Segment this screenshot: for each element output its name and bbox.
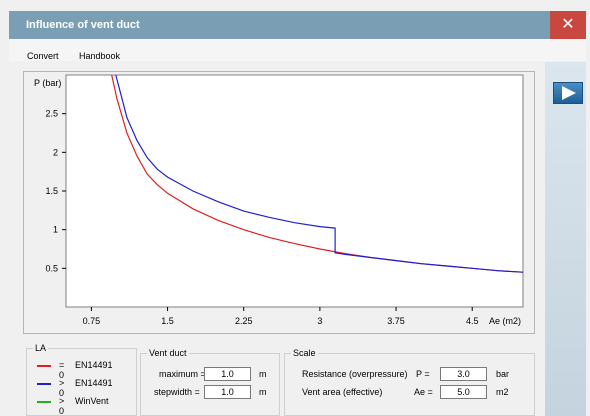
p-label: P =: [416, 369, 430, 379]
x-tick-label: 3.75: [387, 316, 405, 326]
ae-input[interactable]: 5.0: [440, 385, 487, 399]
sidebar: [545, 62, 586, 416]
x-tick-label: 0.75: [83, 316, 101, 326]
legend-op: > 0: [59, 378, 65, 398]
menu-item-convert[interactable]: Convert: [27, 51, 59, 61]
legend-green-line: [37, 401, 51, 403]
resistance-label: Resistance (overpressure): [302, 369, 408, 379]
legend-blue-line: [37, 383, 51, 385]
window-title: Influence of vent duct: [26, 19, 140, 31]
y-tick-label: 1.5: [45, 186, 58, 196]
chart-panel: 0.75 1.5 2.25 3 3.75 4.5 0.5 1 1.5 2 2.5 P (bar) Ae …: [23, 71, 535, 334]
x-axis-label: Ae (m2): [489, 316, 521, 326]
y-tick-label: 2: [53, 147, 58, 157]
y-axis-label: P (bar): [34, 78, 61, 88]
maximum-input[interactable]: 1.0: [204, 367, 251, 381]
maximum-label: maximum =: [159, 369, 206, 379]
pressure-chart: 0.75 1.5 2.25 3 3.75 4.5 0.5 1 1.5 2 2.5 P (bar) Ae …: [34, 74, 524, 326]
plot-area: [65, 74, 524, 308]
legend-red-line: [37, 365, 51, 367]
series-line-1: [115, 75, 523, 273]
p-input[interactable]: 3.0: [440, 367, 487, 381]
maximum-unit: m: [259, 369, 267, 379]
scale-title: Scale: [291, 348, 318, 358]
play-button[interactable]: [553, 82, 583, 104]
scale-group: Scale Resistance (overpressure) P = 3.0 …: [284, 348, 535, 416]
stepwidth-label: stepwidth =: [154, 387, 200, 397]
x-tick-label: 3: [317, 316, 322, 326]
y-tick-label: 1: [53, 225, 58, 235]
menu-item-handbook[interactable]: Handbook: [79, 51, 121, 61]
x-tick-label: 2.25: [235, 316, 253, 326]
title-bar: Influence of vent duct ✕: [9, 11, 586, 39]
vent-duct-title: Vent duct: [147, 348, 189, 358]
legend-group: LA = 0 EN14491 > 0 EN14491 > 0 WinVent: [26, 343, 137, 416]
ae-unit: m2: [496, 387, 509, 397]
x-tick-label: 4.5: [466, 316, 479, 326]
stepwidth-input[interactable]: 1.0: [204, 385, 251, 399]
play-icon: [562, 86, 576, 100]
legend-text: WinVent: [75, 396, 109, 406]
vent-duct-group: Vent duct maximum = 1.0 m stepwidth = 1.…: [140, 348, 280, 416]
x-tick-label: 1.5: [161, 316, 174, 326]
legend-text: EN14491: [75, 360, 113, 370]
y-tick-label: 2.5: [45, 109, 58, 119]
legend-op: = 0: [59, 360, 65, 380]
options-panel: LA = 0 EN14491 > 0 EN14491 > 0 WinVent V…: [23, 337, 535, 416]
ae-label: Ae =: [414, 387, 433, 397]
close-button[interactable]: ✕: [550, 11, 586, 39]
legend-text: EN14491: [75, 378, 113, 388]
p-unit: bar: [496, 369, 510, 379]
vent-area-label: Vent area (effective): [302, 387, 383, 397]
legend-op: > 0: [59, 396, 65, 416]
menu-bar: Convert Handbook: [9, 39, 586, 61]
y-tick-label: 0.5: [45, 263, 58, 273]
legend-title: LA: [33, 343, 49, 353]
stepwidth-unit: m: [259, 387, 267, 397]
